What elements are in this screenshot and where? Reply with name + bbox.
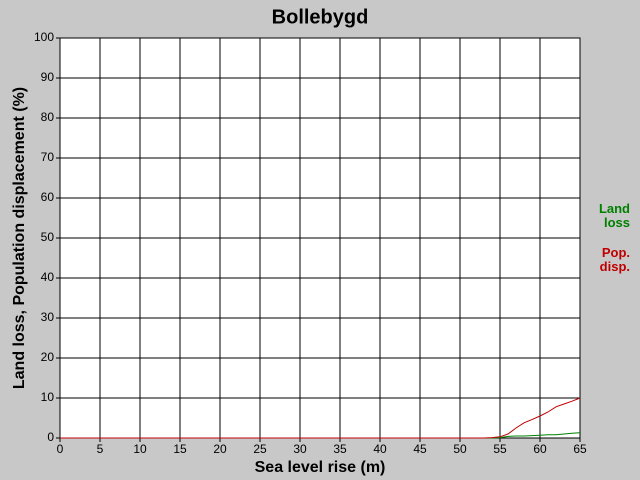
y-tick-label: 30 — [41, 310, 55, 324]
x-tick-label: 65 — [573, 442, 587, 456]
y-axis-label: Land loss, Population displacement (%) — [11, 87, 28, 389]
x-tick-label: 45 — [413, 442, 427, 456]
x-tick-label: 60 — [533, 442, 547, 456]
y-tick-label: 20 — [41, 350, 55, 364]
x-tick-label: 50 — [453, 442, 467, 456]
x-tick-label: 0 — [57, 442, 64, 456]
y-tick-label: 90 — [41, 70, 55, 84]
y-tick-label: 0 — [47, 430, 54, 444]
legend-entry: Pop. disp. — [599, 245, 630, 274]
x-axis-label: Sea level rise (m) — [255, 459, 386, 476]
y-tick-label: 60 — [41, 190, 55, 204]
x-tick-label: 5 — [97, 442, 104, 456]
y-tick-label: 80 — [41, 110, 55, 124]
y-tick-label: 100 — [34, 30, 54, 44]
chart-title: Bollebygd — [272, 6, 369, 28]
y-tick-label: 50 — [41, 230, 55, 244]
y-tick-label: 70 — [41, 150, 55, 164]
x-tick-label: 35 — [333, 442, 347, 456]
x-tick-label: 20 — [213, 442, 227, 456]
x-tick-label: 25 — [253, 442, 267, 456]
legend-entry: Land loss — [598, 201, 630, 230]
y-tick-label: 10 — [41, 390, 55, 404]
x-tick-label: 10 — [133, 442, 147, 456]
line-series — [60, 397, 581, 439]
x-tick-label: 55 — [493, 442, 507, 456]
x-tick-label: 40 — [373, 442, 387, 456]
x-tick-label: 15 — [173, 442, 187, 456]
x-tick-label: 30 — [293, 442, 307, 456]
y-tick-label: 40 — [41, 270, 55, 284]
